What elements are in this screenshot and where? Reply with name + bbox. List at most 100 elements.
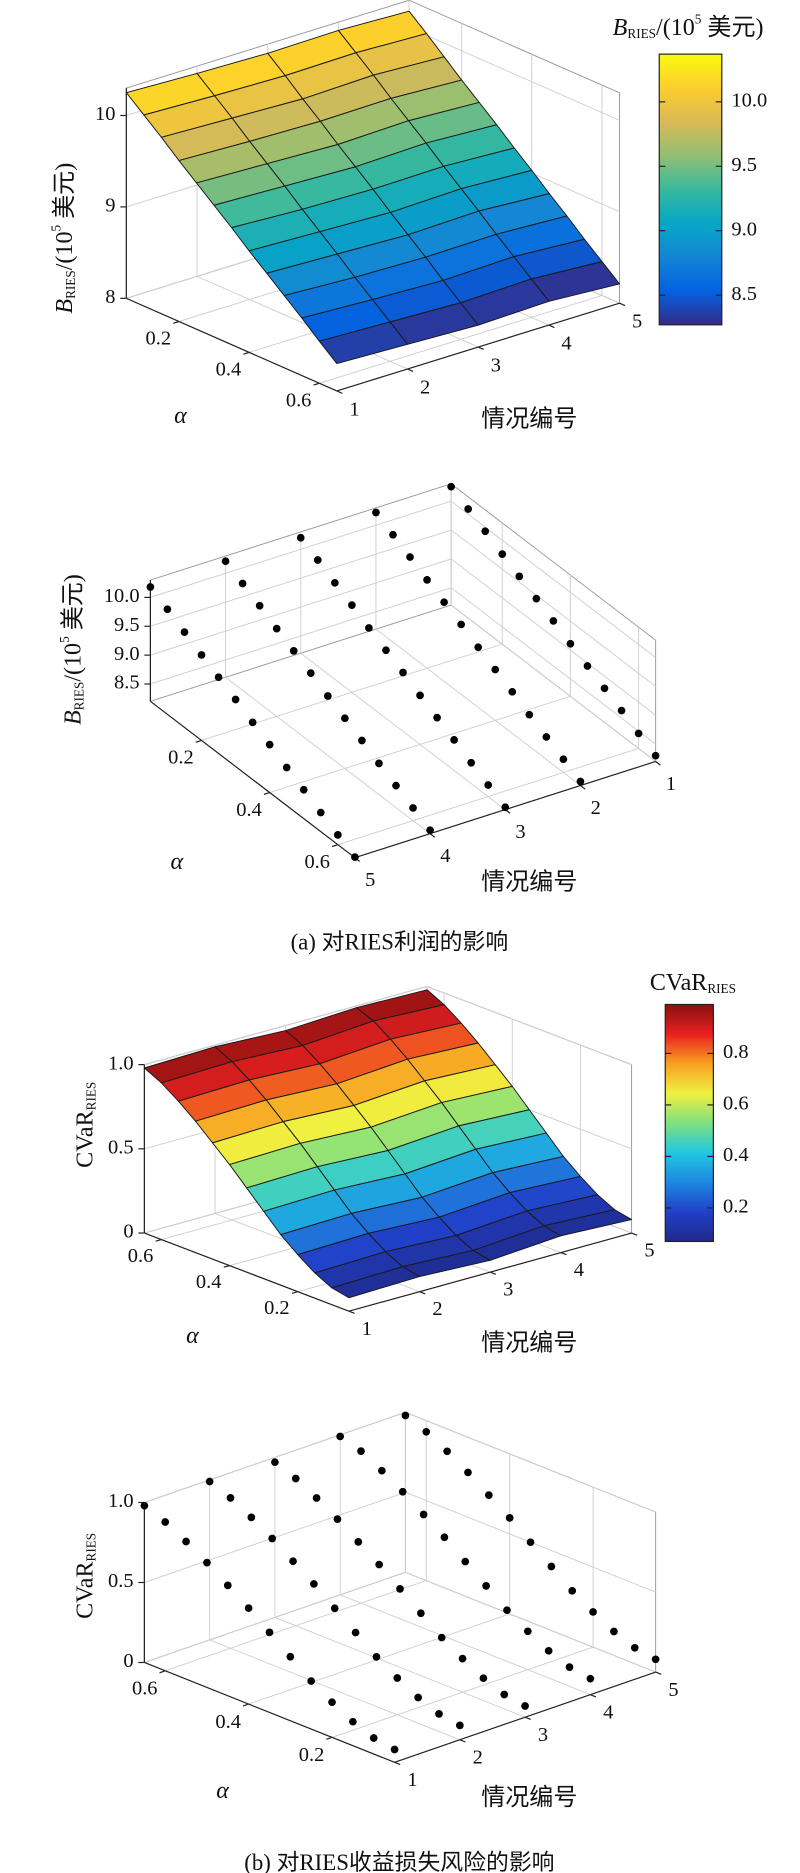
- scatter-point: [341, 714, 349, 723]
- scatter-point: [500, 1690, 509, 1699]
- x-axis-label: α: [174, 403, 188, 429]
- x-tick-label: 0.4: [236, 799, 262, 821]
- scatter-point: [396, 1585, 404, 1593]
- scatter-point: [651, 751, 660, 760]
- grid-line: [269, 575, 571, 794]
- z-axis-label: CVaRRIES: [72, 1082, 99, 1168]
- scatter-point: [351, 853, 359, 861]
- axis-line: [150, 700, 356, 859]
- y-tick: [524, 1716, 531, 1721]
- scatter-point: [437, 1633, 446, 1642]
- scatter-point: [265, 1628, 274, 1637]
- scatter-point: [435, 1710, 443, 1718]
- scatter-point: [401, 1411, 410, 1420]
- scatter-point: [369, 1734, 378, 1742]
- grid-line: [150, 500, 656, 658]
- axis-line: [348, 1232, 632, 1312]
- grid-line: [404, 1412, 656, 1673]
- scatter-point: [498, 550, 507, 558]
- scatter-point: [409, 804, 417, 812]
- scatter-point: [586, 1674, 595, 1683]
- scatter-point: [354, 1538, 363, 1546]
- label-part: B: [613, 14, 628, 40]
- y-tick: [631, 1232, 638, 1236]
- scatter-point: [399, 668, 407, 677]
- scatter-point: [542, 733, 551, 741]
- scatter-point: [247, 1513, 256, 1522]
- scatter-point: [180, 628, 189, 636]
- scatter-point: [547, 1562, 556, 1571]
- scatter-point: [372, 508, 380, 517]
- label-part: B: [60, 710, 86, 725]
- y-tick-label: 2: [420, 376, 430, 398]
- y-tick-label: 4: [440, 845, 450, 867]
- label-part: B: [52, 299, 78, 314]
- x-tick-label: 0.6: [304, 851, 330, 873]
- scatter-point: [617, 706, 626, 715]
- x-tick: [313, 382, 320, 386]
- y-tick-label: 3: [538, 1724, 548, 1746]
- z-tick-label: 10: [95, 103, 115, 125]
- scatter-point: [583, 662, 592, 670]
- scatter-point: [289, 647, 298, 655]
- scatter-point: [433, 713, 441, 722]
- z-axis-label: BRIES/(105 美元): [49, 163, 78, 314]
- scatter-point: [450, 736, 458, 744]
- z-tick-label: 10.0: [104, 585, 140, 607]
- z-axis-label: BRIES/(105 美元): [57, 574, 86, 725]
- z-tick-label: 9.0: [114, 643, 140, 665]
- x-tick-label: 0.2: [168, 747, 194, 769]
- scatter-point: [515, 572, 524, 581]
- scatter-point: [549, 617, 558, 625]
- scatter-point: [419, 1510, 428, 1519]
- z-tick-label: 8.5: [114, 672, 140, 694]
- axis-line: [144, 1661, 395, 1763]
- scatter-point: [296, 533, 305, 542]
- scatter-point: [310, 1580, 318, 1588]
- y-tick: [407, 368, 414, 372]
- z-tick-label: 0: [123, 1650, 133, 1672]
- y-tick-label: 1: [349, 398, 359, 420]
- scatter-point: [559, 755, 568, 764]
- axis-line: [126, 297, 338, 392]
- scatter-point: [313, 556, 322, 564]
- colorbar-tick-label: 0.8: [723, 1041, 749, 1063]
- y-tick-label: 5: [365, 869, 375, 891]
- label-part: 美元): [51, 163, 78, 225]
- y-axis-label: 情况编号: [481, 1329, 577, 1356]
- scatter-point: [268, 1534, 277, 1543]
- grid-line: [225, 556, 431, 835]
- surface-patch: [331, 1266, 421, 1299]
- y-tick: [548, 324, 555, 329]
- scatter-point: [417, 1609, 425, 1618]
- label-part: /(10: [60, 643, 86, 682]
- grid-line: [201, 522, 503, 741]
- scatter-point: [351, 1628, 360, 1637]
- scatter-point: [205, 1477, 214, 1486]
- z-tick-label: 0: [123, 1221, 133, 1243]
- y-tick-label: 3: [515, 821, 525, 843]
- grid-line: [450, 483, 656, 762]
- x-tick: [242, 1703, 249, 1707]
- z-axis-label: CVaRRIES: [650, 970, 736, 997]
- scatter-point: [447, 482, 455, 491]
- scatter-point: [248, 718, 257, 727]
- scatter-point: [214, 673, 223, 682]
- scatter-point: [382, 646, 390, 655]
- scatter-point: [348, 601, 356, 609]
- y-tick-label: 5: [632, 311, 642, 333]
- scatter-point: [406, 553, 414, 561]
- y-tick-label: 4: [561, 333, 571, 355]
- x-tick: [195, 739, 202, 743]
- scatter-point: [634, 729, 643, 738]
- scatter-point: [508, 687, 517, 696]
- label-part: CVaR: [72, 1561, 98, 1618]
- scatter-point: [307, 1677, 316, 1685]
- scatter-point: [532, 594, 541, 603]
- scatter-point: [505, 1514, 514, 1522]
- caption: (a) 对RIES利润的影响: [291, 930, 509, 955]
- grid-line: [274, 1457, 526, 1718]
- scatter-point: [484, 781, 493, 789]
- y-tick-label: 2: [432, 1298, 442, 1320]
